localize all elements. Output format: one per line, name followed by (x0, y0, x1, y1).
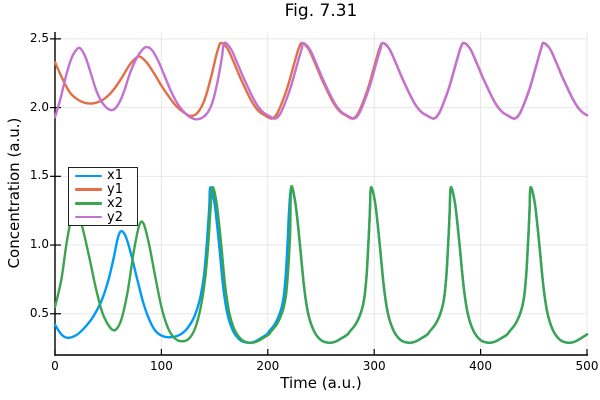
legend-item-x2: x2 (69, 197, 137, 210)
legend-label: x1 (107, 168, 123, 184)
y-tick-label: 1.0 (29, 237, 49, 252)
axis-layer (50, 32, 588, 356)
legend-label: y2 (107, 209, 123, 225)
x-tick-label: 200 (256, 359, 280, 373)
legend-item-x1: x1 (69, 169, 137, 182)
x-tick-label: 100 (149, 359, 173, 373)
series-layer (53, 41, 589, 345)
legend-label: x2 (107, 195, 123, 211)
series-x2-line (53, 184, 589, 345)
y-tick-label: 1.5 (29, 168, 49, 183)
y-tick-label: 2.0 (29, 99, 49, 114)
legend: x1 y1 x2 y2 (68, 167, 138, 226)
x-axis-label: Time (a.u.) (280, 374, 362, 392)
y-tick-label: 0.5 (29, 305, 49, 320)
legend-item-y1: y1 (69, 183, 137, 196)
chart-title: Fig. 7.31 (284, 1, 358, 21)
x-tick-label: 400 (469, 359, 493, 373)
legend-line-sample (75, 202, 102, 205)
legend-label: y1 (107, 182, 123, 198)
legend-line-sample (75, 188, 102, 191)
y-tick-label: 2.5 (29, 30, 49, 45)
x-tick-label: 0 (51, 359, 59, 373)
legend-item-y2: y2 (69, 211, 137, 224)
legend-line-sample (75, 215, 102, 219)
legend-line-sample (75, 174, 102, 178)
x-tick-label: 300 (362, 359, 386, 373)
series-y2-line (53, 41, 589, 121)
x-tick-label: 500 (575, 359, 599, 373)
